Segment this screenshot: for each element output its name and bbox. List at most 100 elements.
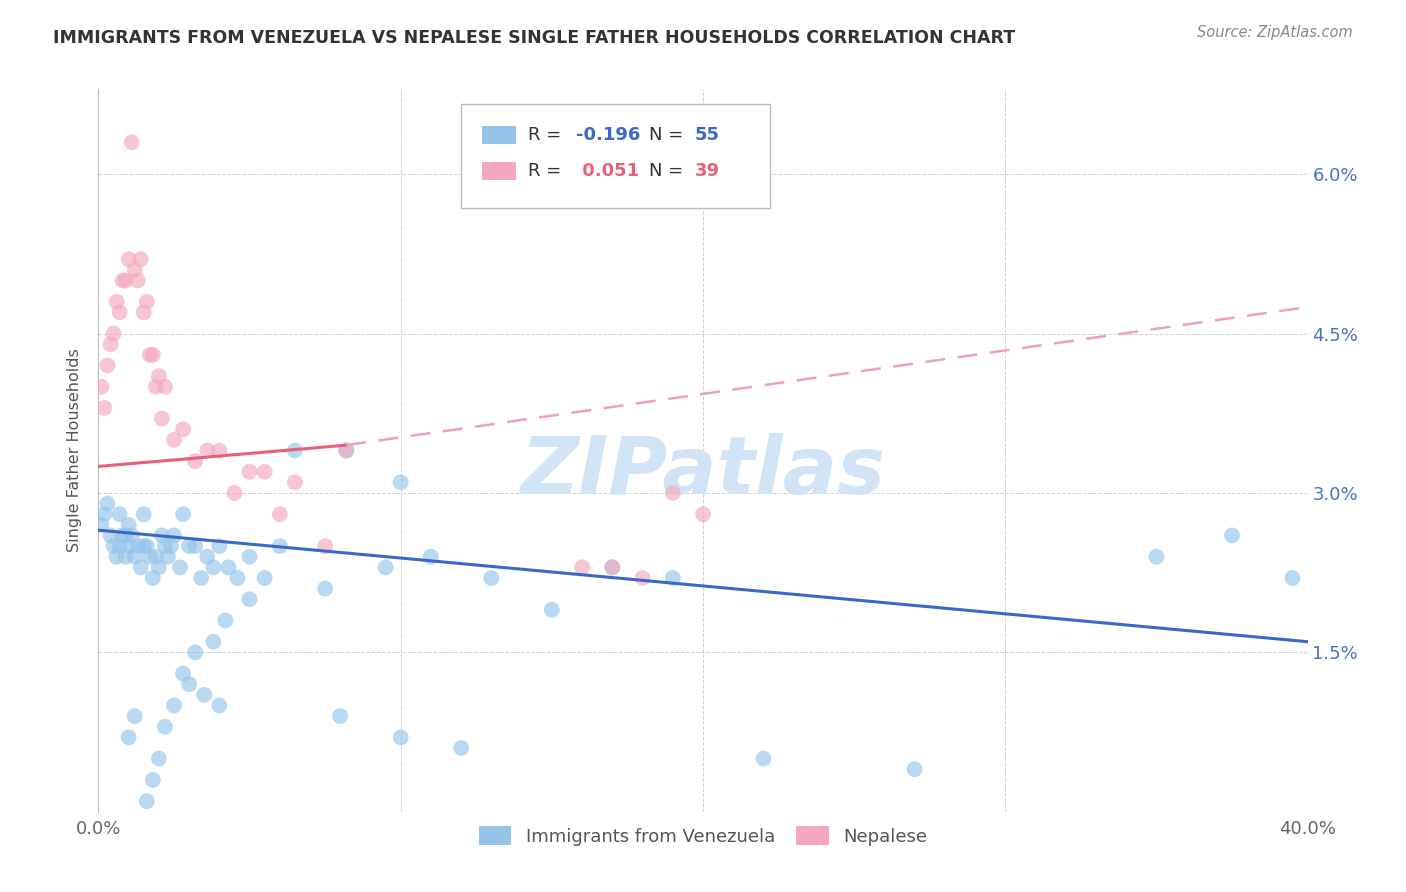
Point <box>269 539 291 553</box>
Point <box>156 549 179 564</box>
Point <box>114 273 136 287</box>
Point <box>135 294 157 309</box>
Text: 39: 39 <box>695 161 720 180</box>
Point <box>202 634 225 648</box>
Point <box>190 571 212 585</box>
Point <box>540 603 562 617</box>
Point <box>145 380 167 394</box>
Point <box>121 136 143 150</box>
Point <box>374 560 396 574</box>
Point <box>127 273 149 287</box>
Text: -0.196: -0.196 <box>576 126 640 144</box>
Point <box>314 539 336 553</box>
Point <box>571 560 593 574</box>
Point <box>172 507 194 521</box>
Point <box>93 401 115 415</box>
Point <box>139 348 162 362</box>
Point <box>163 698 186 713</box>
Point <box>132 539 155 553</box>
Point <box>153 539 176 553</box>
Point <box>100 337 122 351</box>
Text: 0.051: 0.051 <box>576 161 640 180</box>
Point <box>129 252 152 267</box>
Point <box>135 794 157 808</box>
Point <box>150 528 173 542</box>
Point <box>195 549 218 564</box>
Point <box>184 539 207 553</box>
Point <box>148 560 170 574</box>
Point <box>314 582 336 596</box>
Point <box>284 443 307 458</box>
Point <box>239 592 262 607</box>
Point <box>121 528 143 542</box>
Point <box>114 549 136 564</box>
Text: Source: ZipAtlas.com: Source: ZipAtlas.com <box>1197 25 1353 40</box>
Text: R =: R = <box>527 126 567 144</box>
Point <box>103 326 125 341</box>
Text: N =: N = <box>648 161 689 180</box>
Point <box>124 549 146 564</box>
Point <box>420 549 443 564</box>
Point <box>105 549 128 564</box>
Point <box>1281 571 1303 585</box>
Point <box>208 443 231 458</box>
Point <box>169 560 191 574</box>
Point <box>481 571 503 585</box>
Point <box>284 475 307 490</box>
Point <box>179 539 201 553</box>
Point <box>148 369 170 384</box>
Point <box>239 549 262 564</box>
Point <box>335 443 357 458</box>
Point <box>1144 549 1167 564</box>
Point <box>108 305 131 319</box>
Point <box>602 560 624 574</box>
Point <box>124 263 146 277</box>
Point <box>124 709 146 723</box>
Text: 55: 55 <box>695 126 720 144</box>
Point <box>179 677 201 691</box>
Text: ZIPatlas: ZIPatlas <box>520 434 886 511</box>
Point <box>269 507 291 521</box>
Point <box>239 465 262 479</box>
Point <box>184 454 207 468</box>
Point <box>193 688 215 702</box>
Point <box>118 517 141 532</box>
Point <box>127 539 149 553</box>
Point <box>132 305 155 319</box>
Point <box>172 666 194 681</box>
Point <box>132 507 155 521</box>
Point <box>208 698 231 713</box>
Point <box>142 772 165 787</box>
Point <box>153 380 176 394</box>
Point <box>96 497 118 511</box>
Point <box>217 560 239 574</box>
Point <box>202 560 225 574</box>
Point <box>1220 528 1243 542</box>
Point <box>163 433 186 447</box>
Point <box>93 507 115 521</box>
Point <box>90 380 112 394</box>
Point <box>602 560 624 574</box>
Point <box>184 645 207 659</box>
Point <box>142 348 165 362</box>
Point <box>253 465 276 479</box>
Point <box>160 539 183 553</box>
Point <box>118 252 141 267</box>
Point <box>163 528 186 542</box>
Text: N =: N = <box>648 126 689 144</box>
Point <box>100 528 122 542</box>
Point <box>142 571 165 585</box>
Point <box>145 549 167 564</box>
Point <box>108 539 131 553</box>
FancyBboxPatch shape <box>482 126 516 144</box>
Point <box>389 475 412 490</box>
Point <box>214 614 236 628</box>
Point <box>752 751 775 765</box>
Point <box>129 560 152 574</box>
Point <box>111 528 134 542</box>
Point <box>253 571 276 585</box>
Point <box>90 517 112 532</box>
Point <box>118 731 141 745</box>
Point <box>135 539 157 553</box>
Point <box>226 571 249 585</box>
